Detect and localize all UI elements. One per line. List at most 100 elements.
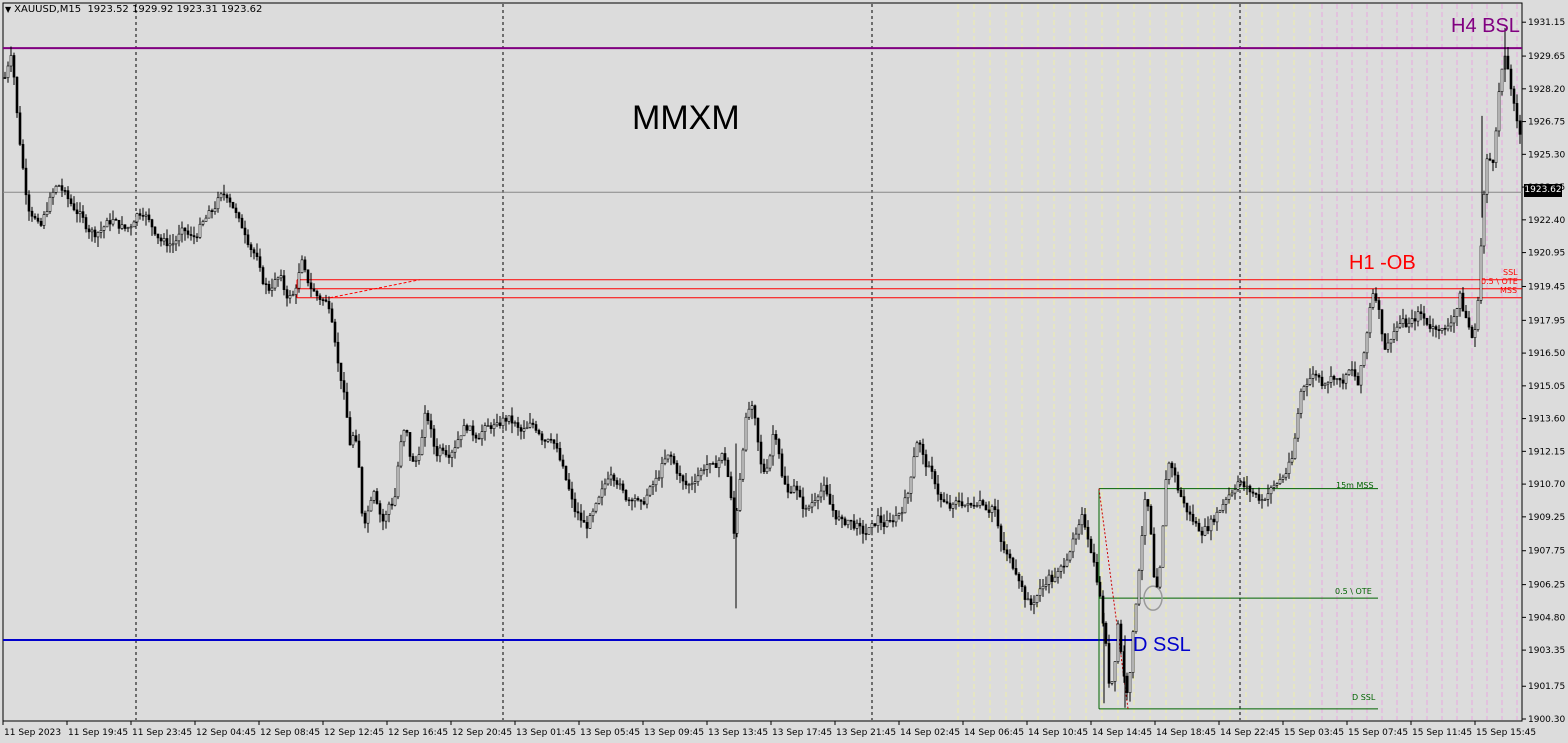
candle-body <box>1407 322 1411 328</box>
candle-body <box>966 503 970 506</box>
candle-body <box>1512 88 1516 104</box>
candle-body <box>993 506 997 511</box>
candle-body <box>384 514 388 522</box>
candle-body <box>882 522 886 527</box>
candle-body <box>624 489 628 501</box>
price-tick-label: 1913.60 <box>1528 415 1565 425</box>
candle-body <box>237 212 241 219</box>
candle-body <box>693 481 697 484</box>
candle-body <box>756 417 760 443</box>
time-tick-label: 15 Sep 07:45 <box>1348 728 1408 738</box>
candle-body <box>1482 193 1486 247</box>
price-axis: 1931.15 1929.65 1928.20 1926.75 1925.30 1923.… <box>1522 18 1565 725</box>
candle-body <box>510 415 514 424</box>
candle-body <box>1131 631 1135 673</box>
candle-body <box>312 288 316 292</box>
candle-body <box>1320 376 1324 387</box>
candle-body <box>45 211 49 215</box>
title-mmxm: MMXM <box>632 99 740 137</box>
candle-body <box>396 465 400 498</box>
candle-body <box>987 509 991 513</box>
candle-body <box>1251 491 1255 494</box>
candle-body <box>477 437 481 440</box>
candle-body <box>39 220 43 226</box>
candle-body <box>1128 672 1132 694</box>
candle-body <box>426 412 430 422</box>
candle-body <box>420 437 424 455</box>
candle-body <box>303 259 307 271</box>
candle-body <box>1029 598 1033 606</box>
candle-body <box>339 362 343 381</box>
candle-body <box>591 510 595 516</box>
candle-body <box>1416 311 1420 322</box>
candle-body <box>1230 492 1234 496</box>
candle-body <box>483 425 487 432</box>
candle-body <box>1155 576 1159 588</box>
candle-body <box>513 422 517 424</box>
candle-body <box>1347 369 1351 375</box>
price-tick-label: 1919.45 <box>1528 282 1565 292</box>
candle-body <box>1053 576 1057 583</box>
plot-frame <box>2 2 1523 722</box>
candle-body <box>348 417 352 446</box>
candle-body <box>12 55 16 78</box>
candle-body <box>978 500 982 506</box>
candle-body <box>1005 549 1009 555</box>
candle-body <box>768 455 772 469</box>
candle-body <box>792 485 796 493</box>
candle-body <box>399 441 403 467</box>
candle-body <box>267 284 271 291</box>
candle-body <box>996 509 1000 527</box>
candle-body <box>465 425 469 431</box>
candle-body <box>342 380 346 393</box>
candle-body <box>495 422 499 426</box>
candle-body <box>27 194 31 212</box>
candle-body <box>906 493 910 499</box>
candle-body <box>894 515 898 523</box>
candle-body <box>1023 586 1027 600</box>
candle-body <box>75 209 79 215</box>
candle-body <box>351 435 355 446</box>
candle-body <box>795 485 799 491</box>
candle-body <box>900 512 904 515</box>
candle-body <box>1281 476 1285 480</box>
candle-body <box>711 463 715 465</box>
candle-body <box>918 442 922 445</box>
candle-body <box>1311 373 1315 379</box>
candle-body <box>1296 413 1300 439</box>
candle-body <box>1077 524 1081 535</box>
candle-body <box>1443 328 1447 330</box>
candle-body <box>1071 538 1075 553</box>
candle-body <box>552 439 556 444</box>
candle-body <box>621 483 625 491</box>
ohlc-readout: 1923.52 1929.92 1923.31 1923.62 <box>87 4 263 15</box>
candle-body <box>657 477 661 480</box>
candle-body <box>828 493 832 505</box>
candle-body <box>453 447 457 453</box>
candle-body <box>144 214 148 217</box>
time-tick-label: 14 Sep 02:45 <box>900 728 960 738</box>
candle-body <box>363 512 367 524</box>
candle-body <box>1245 485 1249 488</box>
session-dividers <box>957 4 1518 720</box>
candle-body <box>981 500 985 506</box>
candle-body <box>837 516 841 520</box>
candle-body <box>498 422 502 426</box>
candle-body <box>225 194 229 199</box>
candle-body <box>1368 307 1372 334</box>
candle-body <box>3 77 7 79</box>
candle-body <box>129 226 133 229</box>
candle-body <box>861 525 865 534</box>
price-tick-label: 1901.75 <box>1528 682 1565 692</box>
candle-body <box>1134 603 1138 633</box>
candle-body <box>1449 322 1453 327</box>
candle-body <box>1467 317 1471 328</box>
candle-body <box>480 431 484 440</box>
candle-body <box>636 498 640 501</box>
candle-body <box>204 217 208 222</box>
dropdown-arrow-icon[interactable]: ▼ <box>5 5 12 14</box>
candle-body <box>561 459 565 467</box>
candle-body <box>1086 526 1090 540</box>
candle-body <box>732 497 736 534</box>
